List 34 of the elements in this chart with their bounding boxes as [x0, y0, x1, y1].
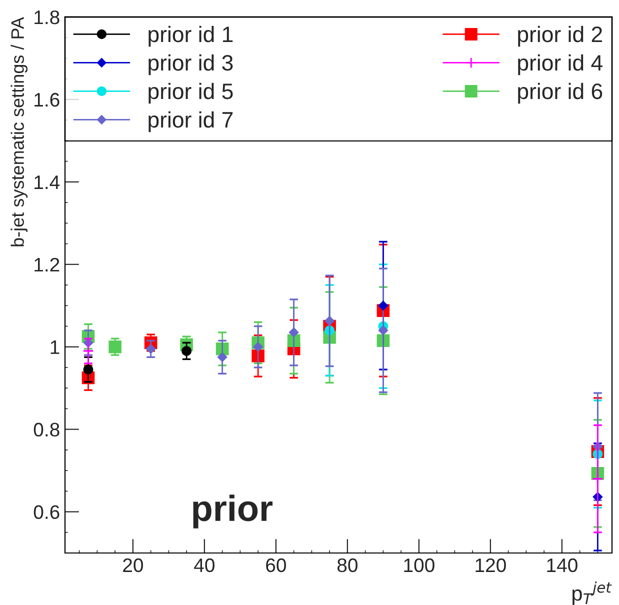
y-tick-label: 1.8 — [34, 10, 60, 24]
point — [83, 364, 94, 375]
x-tick-label: 140 — [547, 558, 578, 572]
annotation: prior — [193, 494, 273, 528]
legend-label: prior id 5 — [148, 82, 233, 104]
x-tick-label: 40 — [194, 558, 214, 572]
point — [146, 344, 156, 354]
point — [289, 328, 299, 338]
x-axis-title: p$_{T}$$^{jet}$ — [572, 582, 612, 605]
point — [182, 346, 192, 356]
legend-label: prior id 2 — [518, 26, 602, 47]
x-tick-label: 100 — [404, 558, 434, 572]
legend-label: prior id 7 — [148, 111, 233, 132]
x-tick-label: 80 — [337, 558, 358, 572]
point — [592, 473, 604, 484]
x-tick-label: 60 — [266, 558, 286, 572]
y-tick-label: 1 — [50, 340, 60, 354]
x-tick-label: 120 — [476, 558, 506, 572]
point — [378, 326, 388, 336]
y-axis-title: b-jet systematic settings / PA — [10, 17, 28, 246]
legend-label: prior id 4 — [518, 54, 602, 76]
point — [82, 345, 94, 357]
point — [324, 316, 334, 326]
legend-label: prior id 3 — [148, 54, 233, 76]
point — [218, 352, 228, 362]
y-tick-label: 0.6 — [34, 505, 60, 520]
y-tick-label: 1.2 — [34, 258, 60, 272]
y-tick-label: 0.8 — [34, 422, 60, 437]
y-tick-label: 1.6 — [34, 92, 60, 107]
x-tick-label: 20 — [123, 558, 143, 572]
legend-label: prior id 1 — [148, 26, 233, 47]
legend-label: prior id 6 — [518, 82, 602, 104]
y-tick-label: 1.4 — [34, 176, 60, 189]
point — [108, 340, 122, 354]
